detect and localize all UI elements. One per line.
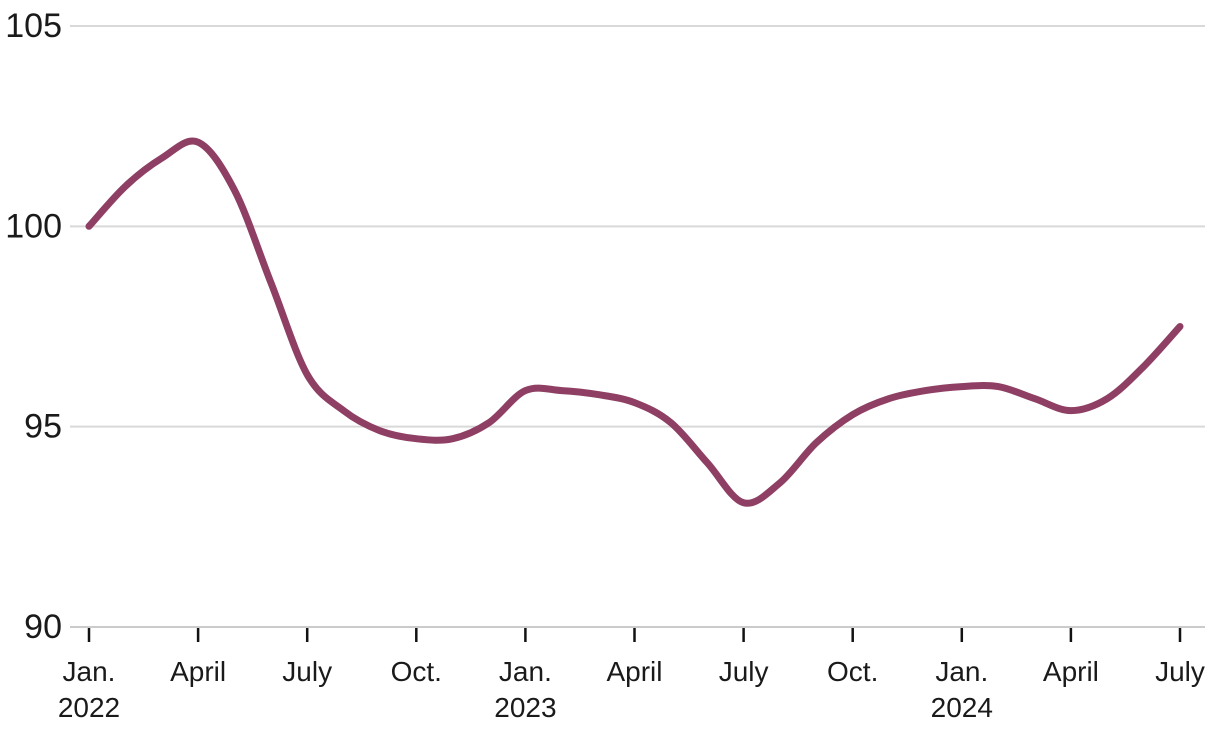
x-axis-year-label: 2023	[494, 692, 556, 723]
x-axis-label: July	[282, 656, 332, 687]
x-axis-label: Oct.	[827, 656, 878, 687]
x-axis-label: April	[606, 656, 662, 687]
x-axis-label: Oct.	[391, 656, 442, 687]
x-axis-label: April	[170, 656, 226, 687]
data-series-line	[85, 137, 1184, 507]
x-axis-year-label: 2024	[931, 692, 993, 723]
y-axis-label-100: 100	[5, 207, 62, 245]
y-axis-label-95: 95	[24, 408, 62, 446]
x-axis-label: April	[1043, 656, 1099, 687]
y-axis-label-105: 105	[5, 7, 62, 45]
x-axis-label: July	[1155, 656, 1205, 687]
x-axis-year-label: 2022	[58, 692, 120, 723]
x-axis-label: Jan.	[499, 656, 552, 687]
y-axis-label-90: 90	[24, 608, 62, 646]
x-axis-label: Jan.	[935, 656, 988, 687]
x-axis-label: Jan.	[63, 656, 116, 687]
x-axis-label: July	[719, 656, 769, 687]
